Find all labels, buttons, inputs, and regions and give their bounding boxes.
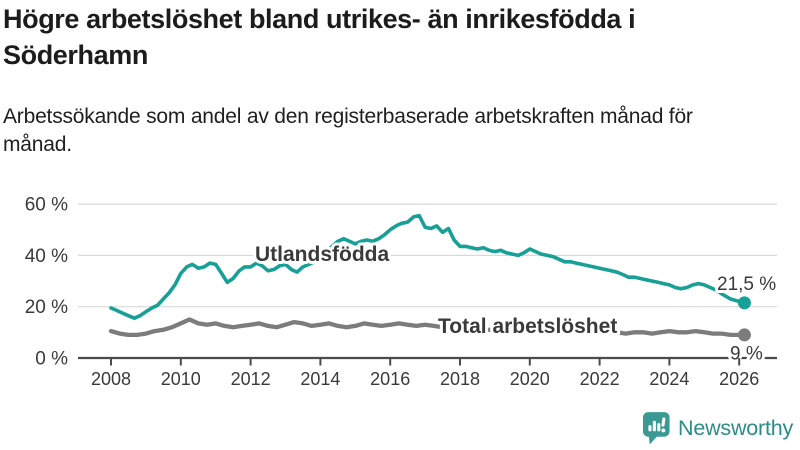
speech-bubble-bar-chart-icon: [642, 412, 670, 445]
total-end-dot: [737, 328, 751, 342]
x-tick-label: 2012: [231, 369, 271, 389]
y-tick-label: 40 %: [25, 246, 68, 267]
x-tick-label: 2022: [580, 369, 620, 389]
newsworthy-logo[interactable]: Newsworthy: [642, 411, 793, 446]
chart-title: Högre arbetslöshet bland utrikes- än inr…: [3, 4, 636, 70]
x-tick-label: 2014: [300, 369, 340, 389]
total-line: [108, 317, 747, 338]
total-label: Total arbetslöshet: [438, 315, 617, 338]
y-tick-label: 0 %: [35, 349, 68, 370]
utlandsfodda-end-label: 21,5 %: [717, 274, 776, 295]
bar-2: [652, 420, 656, 432]
utlandsfodda-label: Utlandsfödda: [255, 243, 389, 266]
exclamation-bar: [661, 417, 666, 427]
y-tick-label: 60 %: [25, 195, 68, 216]
x-tick-label: 2020: [510, 369, 550, 389]
x-tick-label: 2016: [370, 369, 410, 389]
chart-subtitle: Arbetssökande som andel av den registerb…: [3, 105, 693, 156]
y-tick-label: 20 %: [25, 297, 68, 318]
x-tick-label: 2026: [719, 369, 759, 389]
x-tick-label: 2010: [161, 369, 201, 389]
bar-1: [648, 425, 652, 432]
x-tick-label: 2008: [91, 369, 131, 389]
total-end-label: 9 %: [730, 344, 763, 365]
x-tick-label: 2018: [440, 369, 480, 389]
chart-header: Högre arbetslöshet bland utrikes- än inr…: [3, 2, 797, 74]
x-tick-label: 2024: [649, 369, 689, 389]
unemployment-line-chart: Utlandsfödda Total arbetslöshet 21,5 % 9 % 2…: [25, 195, 780, 389]
exclamation-dot: [661, 428, 666, 433]
utlandsfodda-line: [109, 213, 747, 320]
utlandsfodda-end-dot: [737, 296, 751, 310]
bar-3: [657, 423, 661, 432]
bubble-shape: [642, 412, 670, 437]
newsworthy-wordmark: Newsworthy: [678, 416, 794, 440]
bubble-tail: [648, 435, 658, 445]
